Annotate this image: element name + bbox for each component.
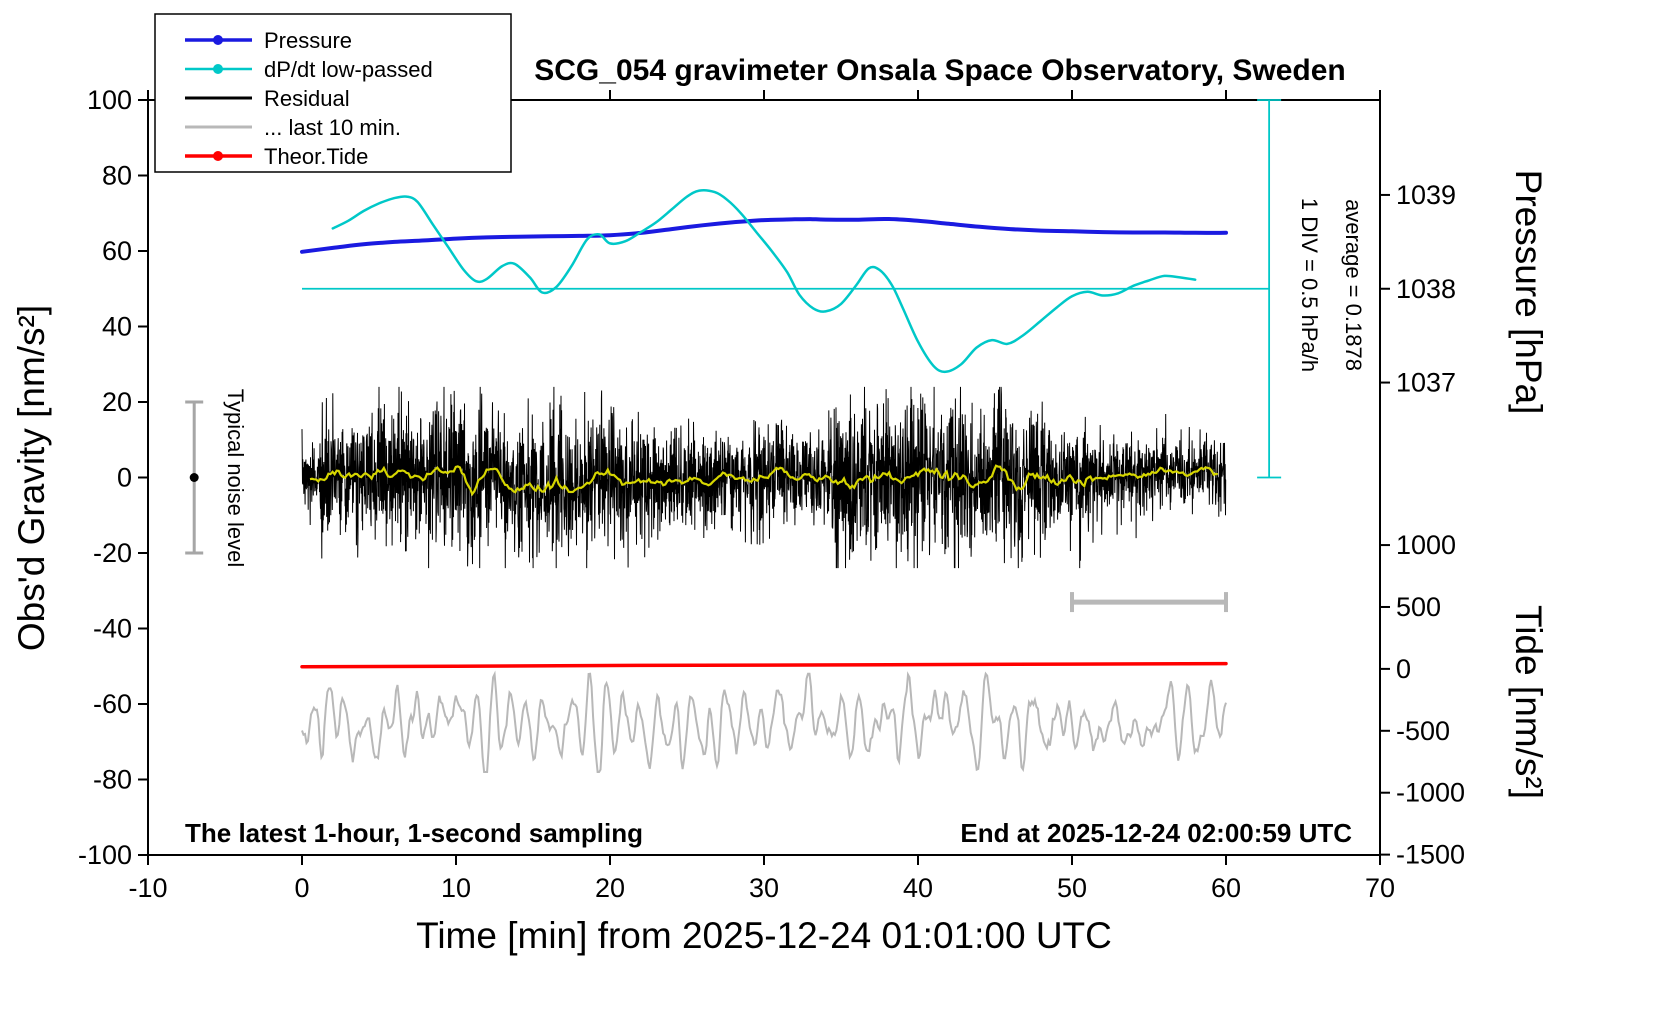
legend-marker-pressure	[213, 35, 223, 45]
annotations-layer	[185, 400, 1228, 613]
y-tick-label: 20	[102, 387, 132, 417]
legend-label-dpdt: dP/dt low-passed	[264, 57, 433, 82]
y-tick-label: 100	[87, 85, 132, 115]
legend-item-tide: Theor.Tide	[185, 144, 368, 169]
axes-frame: -10 0 10 20 30 40 50 60 70-100-80-60-40-20020406…	[78, 85, 1465, 903]
tide-tick-label: -1000	[1396, 778, 1465, 808]
average-annotation: average = 0.1878	[1341, 199, 1366, 371]
theor-tide-series	[300, 661, 1228, 669]
legend-label-pressure: Pressure	[264, 28, 352, 53]
legend: Pressure dP/dt low-passed Residual ... l…	[154, 13, 512, 173]
legend-label-tide: Theor.Tide	[264, 144, 368, 169]
x-tick-label: 10	[441, 873, 471, 903]
legend-label-residual: Residual	[264, 86, 350, 111]
last-10-min-series	[301, 670, 1227, 773]
x-axis-label: Time [min] from 2025-12-24 01:01:00 UTC	[416, 915, 1112, 956]
y-tick-label: -20	[93, 538, 132, 568]
y-tick-label: -80	[93, 765, 132, 795]
y-tick-label: -40	[93, 614, 132, 644]
pressure-tick-label: 1038	[1396, 274, 1456, 304]
x-tick-label: 60	[1211, 873, 1241, 903]
pressure-tick-label: 1039	[1396, 180, 1456, 210]
x-tick-label: -10	[128, 873, 167, 903]
x-tick-label: 0	[294, 873, 309, 903]
tide-tick-label: 0	[1396, 654, 1411, 684]
y-tick-label: 80	[102, 161, 132, 191]
legend-marker-dpdt	[213, 64, 223, 74]
legend-item-last10: ... last 10 min.	[185, 115, 401, 140]
legend-item-dpdt: dP/dt low-passed	[185, 57, 433, 82]
noise-level-label: Typical noise level	[223, 389, 248, 568]
x-tick-label: 40	[903, 873, 933, 903]
tide-tick-label: -500	[1396, 716, 1450, 746]
tide-tick-label: 1000	[1396, 530, 1456, 560]
residual-smooth-series	[309, 464, 1218, 497]
noise-level-dot	[189, 473, 199, 482]
footer-sampling-note: The latest 1-hour, 1-second sampling	[185, 818, 643, 848]
x-tick-label: 30	[749, 873, 779, 903]
series-layer	[300, 99, 1282, 773]
y-tick-label: -60	[93, 689, 132, 719]
tide-tick-label: -1500	[1396, 840, 1465, 870]
pressure-tick-label: 1037	[1396, 368, 1456, 398]
residual-series	[301, 386, 1227, 569]
dpdt-series	[331, 189, 1197, 374]
x-tick-label: 70	[1365, 873, 1395, 903]
y-tick-label: 60	[102, 236, 132, 266]
y-axis-label-gravity: Obs'd Gravity [nm/s²]	[11, 305, 52, 651]
x-tick-label: 50	[1057, 873, 1087, 903]
legend-marker-tide	[213, 151, 223, 161]
y-axis-label-tide: Tide [nm/s²]	[1508, 605, 1549, 799]
chart-title: SCG_054 gravimeter Onsala Space Observat…	[534, 54, 1346, 87]
x-tick-label: 20	[595, 873, 625, 903]
y-tick-label: -100	[78, 840, 132, 870]
y-tick-label: 0	[117, 463, 132, 493]
legend-label-last10: ... last 10 min.	[264, 115, 401, 140]
pressure-series	[300, 216, 1228, 254]
div-annotation: 1 DIV = 0.5 hPa/h	[1297, 198, 1322, 372]
y-axis-label-pressure: Pressure [hPa]	[1508, 170, 1549, 415]
legend-item-pressure: Pressure	[185, 28, 352, 53]
footer-end-time: End at 2025-12-24 02:00:59 UTC	[960, 818, 1352, 848]
tide-tick-label: 500	[1396, 592, 1441, 622]
legend-item-residual: Residual	[185, 86, 350, 111]
y-tick-label: 40	[102, 312, 132, 342]
